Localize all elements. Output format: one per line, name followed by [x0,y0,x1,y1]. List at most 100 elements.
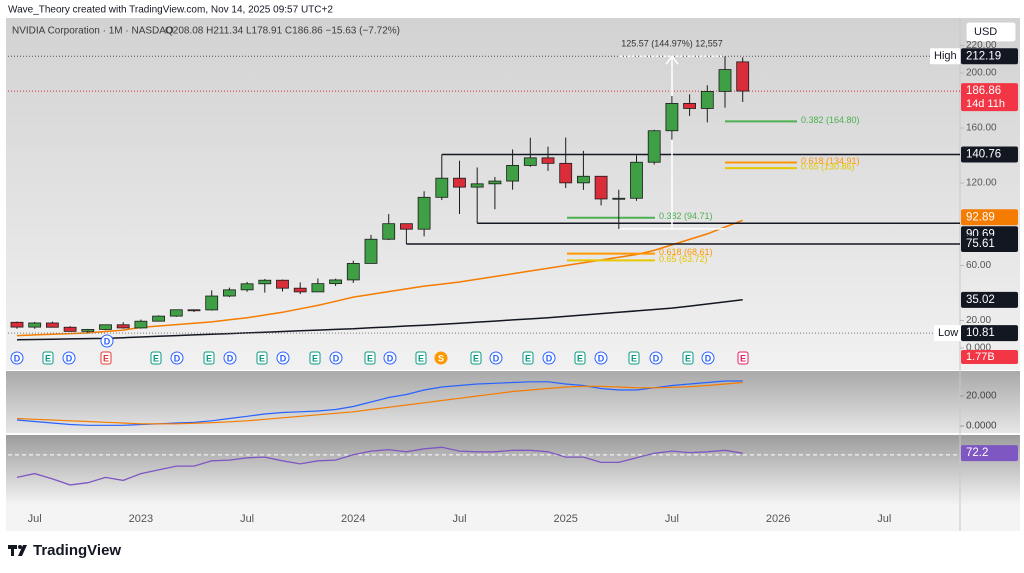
event-letter: D [705,353,712,363]
event-icon [470,351,482,365]
fib-label: 0.618 (68.61) [659,247,713,257]
event-letter: E [367,353,373,363]
candle-body [152,315,166,322]
currency-box[interactable] [965,21,1017,43]
x-tick-label: 2026 [766,513,790,525]
macd-line [16,380,743,426]
event-icon [62,351,76,365]
event-icon [522,351,534,365]
ohlc: O208.08 H211.34 L178.91 C186.86 −15.63 (… [165,26,400,37]
candle-body [453,177,466,188]
candle-body [559,162,573,184]
low-tag: Low [938,327,958,339]
candle-body [612,197,626,200]
rsi-value-chip [961,445,1018,462]
currency[interactable]: USD [974,26,997,38]
volume-value: 1.77B [966,351,995,363]
level-value: 75.61 [966,238,995,250]
event-letter: E [473,353,479,363]
candle-body [700,91,714,109]
event-letter: D [174,353,181,363]
candle-body [276,279,289,289]
event-icon [628,351,640,365]
candle-body [258,279,272,285]
event-icon [364,351,376,365]
fib-label: 0.65 (130.86) [801,161,855,171]
candle-body [346,263,360,281]
event-icon [276,351,290,365]
y-tick-label: 200.00 [966,68,997,79]
event-icon [100,351,112,365]
low-value-chip [961,325,1018,342]
countdown: 14d 11h [966,98,1005,110]
x-tick-label: Jul [28,513,42,525]
candle-body [81,329,95,332]
last-price: 186.86 [966,85,1001,97]
y-tick-label: 120.00 [966,178,997,189]
macd-tick-label: 0.0000 [966,421,997,432]
candle-body [523,157,537,166]
candle-body [736,61,750,92]
rsi-line [16,446,743,486]
event-icon [223,351,237,365]
event-letter: E [577,353,583,363]
candle-body [647,130,661,163]
low-tag-box [934,325,961,342]
x-tick-label: 2025 [553,513,577,525]
x-tick-label: Jul [240,513,254,525]
fib-label: 0.618 (134.91) [801,156,860,166]
level-value-chip [961,146,1018,163]
y-tick-label: 20.00 [966,315,991,326]
high-tag: High [934,50,957,62]
event-icon [542,351,556,365]
event-icon [594,351,608,365]
event-letter: D [14,353,21,363]
candle-body [187,309,201,312]
candle-body [116,324,130,329]
measure-label: 125.57 (144.97%) 12,557 [621,39,723,49]
candle-body [329,279,343,285]
x-tick-label: 2023 [129,513,153,525]
candle-body [364,238,378,264]
candle-body [665,102,679,132]
high-value: 212.19 [966,50,1001,62]
candle-body [506,164,520,182]
event-icon [150,351,162,365]
event-letter: E [631,353,637,363]
macd-tick-label: 20.000 [966,391,997,402]
ma-value: 35.02 [966,294,995,306]
event-icon [701,351,715,365]
volume-chip [961,350,1018,364]
credit: Wave_Theory created with TradingView.com… [8,5,333,16]
x-tick-label: 2024 [341,513,365,525]
y-tick-label: 160.00 [966,123,997,134]
event-letter: D [653,353,660,363]
fib-label: 0.382 (94.71) [659,211,713,221]
candle-body [10,321,24,328]
moving-average [16,299,743,341]
x-tick-label: Jul [665,513,679,525]
event-letter: E [103,353,109,363]
y-tick-label: 60.00 [966,260,991,271]
candle-body [683,102,696,109]
event-icon [309,351,321,365]
event-letter: D [598,353,605,363]
event-letter: D [280,353,287,363]
event-icon [489,351,503,365]
event-letter: D [227,353,234,363]
candle-body [488,180,502,185]
last-chip [961,83,1018,112]
event-icon [649,351,663,365]
event-icon [10,351,24,365]
event-icon [415,351,427,365]
candle-body [46,322,59,328]
fib-label: 0.382 (164.80) [801,115,860,125]
brand: TradingView [33,542,121,559]
y-tick-label: 0.000 [966,343,991,354]
candle-body [417,196,431,230]
candle-body [28,322,42,328]
event-letter: D [104,336,111,346]
rsi-pane [6,435,1020,505]
event-letter: E [418,353,424,363]
